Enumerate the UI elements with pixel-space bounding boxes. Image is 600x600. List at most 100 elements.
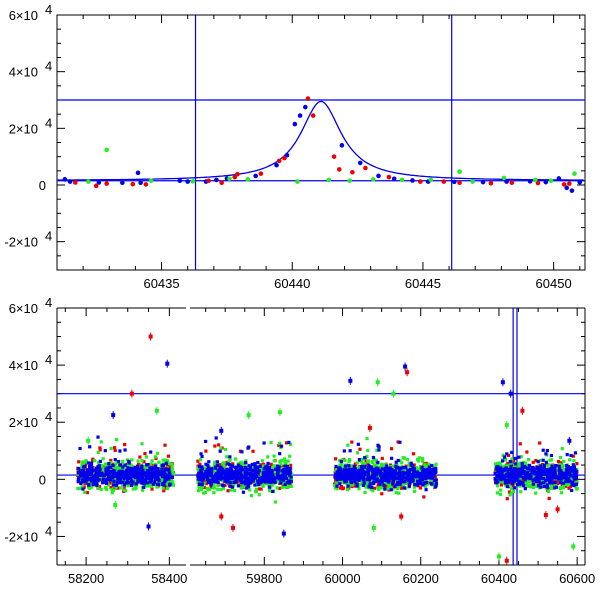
data-point-blue (204, 471, 208, 475)
data-point-blue (356, 442, 360, 446)
data-point-blue (197, 475, 202, 479)
data-point-blue (549, 453, 554, 458)
data-point-green (161, 486, 165, 490)
data-point-blue (522, 476, 526, 480)
data-point-red (350, 169, 355, 175)
data-point-green (364, 485, 368, 489)
data-point-blue (367, 466, 371, 470)
data-point-green (396, 486, 400, 491)
data-point-blue (140, 481, 144, 485)
data-point-blue (117, 459, 121, 464)
data-point-green (213, 460, 217, 464)
data-point-blue (565, 453, 569, 457)
data-point-red (204, 449, 208, 453)
data-point-blue (77, 470, 81, 475)
data-point-blue (98, 467, 102, 471)
data-point-blue (425, 480, 429, 484)
data-point-blue (164, 467, 168, 471)
data-point-blue (125, 468, 129, 472)
data-point-red (85, 490, 89, 495)
data-point-blue (283, 464, 287, 468)
data-point-blue (366, 473, 370, 477)
data-point-blue (251, 477, 255, 481)
data-point-blue (338, 477, 342, 481)
data-point-green (428, 177, 434, 183)
data-point-red (411, 452, 416, 456)
data-point-blue (257, 469, 261, 473)
data-point-blue (197, 482, 202, 486)
data-point-red (555, 481, 560, 486)
data-point-red (223, 483, 227, 487)
data-point-red (518, 442, 522, 446)
data-point-blue (410, 178, 415, 183)
data-point-red (162, 466, 166, 470)
data-point-red (72, 180, 78, 185)
data-point-green (359, 482, 363, 486)
data-point-blue (257, 482, 261, 487)
data-point-blue (424, 488, 428, 492)
data-point-red (258, 171, 264, 176)
data-point-blue (132, 471, 136, 475)
data-point-blue (202, 476, 206, 480)
data-point-green (527, 458, 531, 462)
data-point-blue (100, 481, 105, 485)
data-point-green (434, 462, 438, 466)
data-point-blue (150, 466, 154, 470)
data-point-blue (240, 480, 245, 485)
data-point-red (509, 180, 515, 186)
data-point-blue (496, 480, 500, 484)
data-point-green (131, 487, 135, 491)
data-point-green (392, 464, 396, 468)
data-point-green (568, 458, 572, 462)
x-tick-label: 60435 (143, 276, 179, 291)
y-tick-label-exponent: 4 (45, 59, 52, 74)
data-point-blue (543, 179, 549, 185)
y-tick-label: 6×10 (9, 8, 38, 23)
data-point-red (380, 492, 384, 496)
data-point-blue (129, 469, 134, 474)
data-point-blue (493, 471, 497, 475)
data-point-green (76, 487, 80, 491)
data-point-blue (350, 477, 354, 481)
data-point-blue (500, 469, 504, 473)
data-point-green (503, 458, 507, 462)
data-point-blue (354, 474, 359, 478)
data-point-green (338, 463, 342, 467)
data-point-green (549, 458, 554, 462)
data-point-blue (382, 473, 387, 477)
data-point-blue (209, 481, 214, 485)
data-point-blue (122, 475, 126, 479)
data-point-red (123, 442, 127, 447)
data-point-red (143, 182, 149, 187)
data-point-blue (246, 478, 250, 482)
data-point-blue (111, 474, 115, 478)
data-point-green (380, 462, 384, 466)
data-point-blue (139, 479, 143, 483)
data-point-blue (149, 476, 154, 480)
data-point-blue (432, 469, 436, 473)
model-light-curve (56, 100, 584, 181)
data-point-blue (268, 471, 272, 475)
data-point-blue (200, 454, 204, 459)
data-point-blue (433, 478, 437, 482)
data-point-blue (378, 471, 383, 475)
data-point-blue (202, 474, 206, 478)
data-point-blue (226, 474, 230, 479)
y-tick-label-base: 4×10 (9, 358, 38, 373)
data-point-green (415, 457, 420, 461)
data-point-blue (287, 440, 291, 445)
data-point-blue (241, 490, 246, 494)
data-point-blue (430, 463, 434, 468)
data-point-blue (429, 481, 433, 486)
data-point-blue (342, 475, 346, 479)
data-point-blue (94, 473, 98, 477)
data-point-blue (538, 476, 542, 480)
data-point-blue (78, 446, 82, 451)
data-point-blue (112, 479, 116, 483)
data-point-blue (95, 475, 99, 479)
data-point-green (347, 460, 351, 464)
data-point-green (103, 462, 108, 466)
data-point-blue (355, 482, 359, 486)
data-point-blue (244, 472, 248, 476)
